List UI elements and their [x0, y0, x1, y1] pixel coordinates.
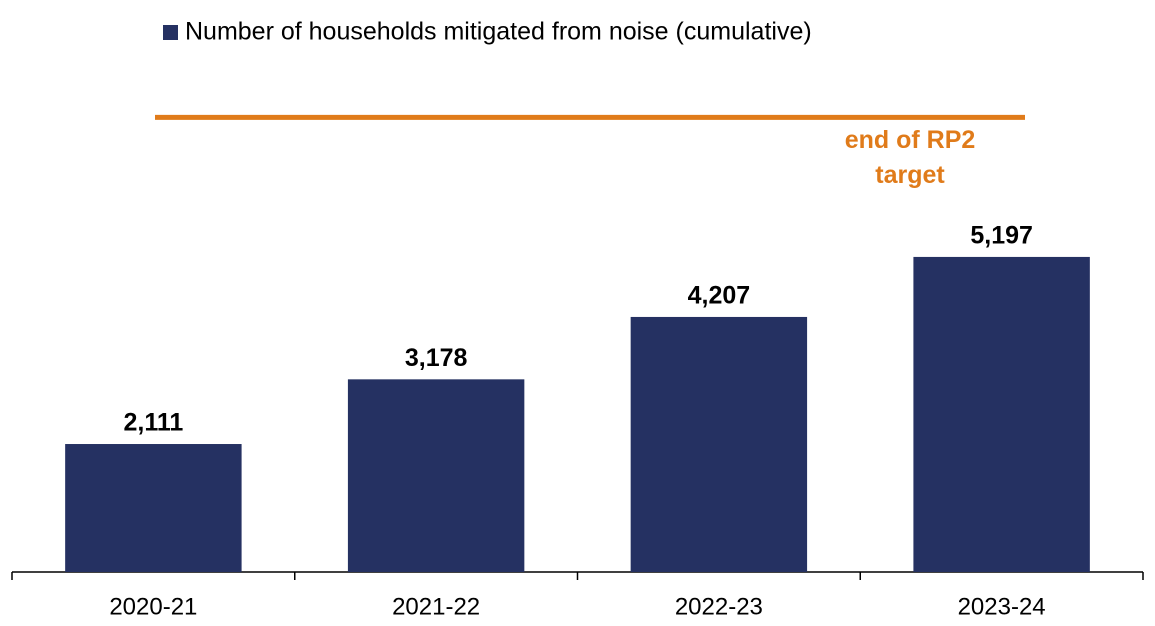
bar: [913, 256, 1090, 572]
bar: [630, 316, 808, 572]
data-label: 3,178: [405, 344, 468, 372]
bar: [65, 444, 242, 572]
bar: [347, 379, 525, 572]
x-tick-label: 2022-23: [675, 593, 763, 620]
legend-label: Number of households mitigated from nois…: [185, 18, 812, 46]
x-tick-label: 2023-24: [958, 593, 1046, 620]
target-label: target: [875, 161, 945, 189]
target-label: end of RP2: [845, 126, 976, 154]
legend-swatch: [163, 25, 178, 40]
data-label: 5,197: [970, 222, 1033, 250]
data-label: 4,207: [688, 282, 751, 310]
x-tick-label: 2021-22: [392, 593, 480, 620]
x-tick-label: 2020-21: [109, 593, 197, 620]
data-label: 2,111: [123, 409, 183, 437]
